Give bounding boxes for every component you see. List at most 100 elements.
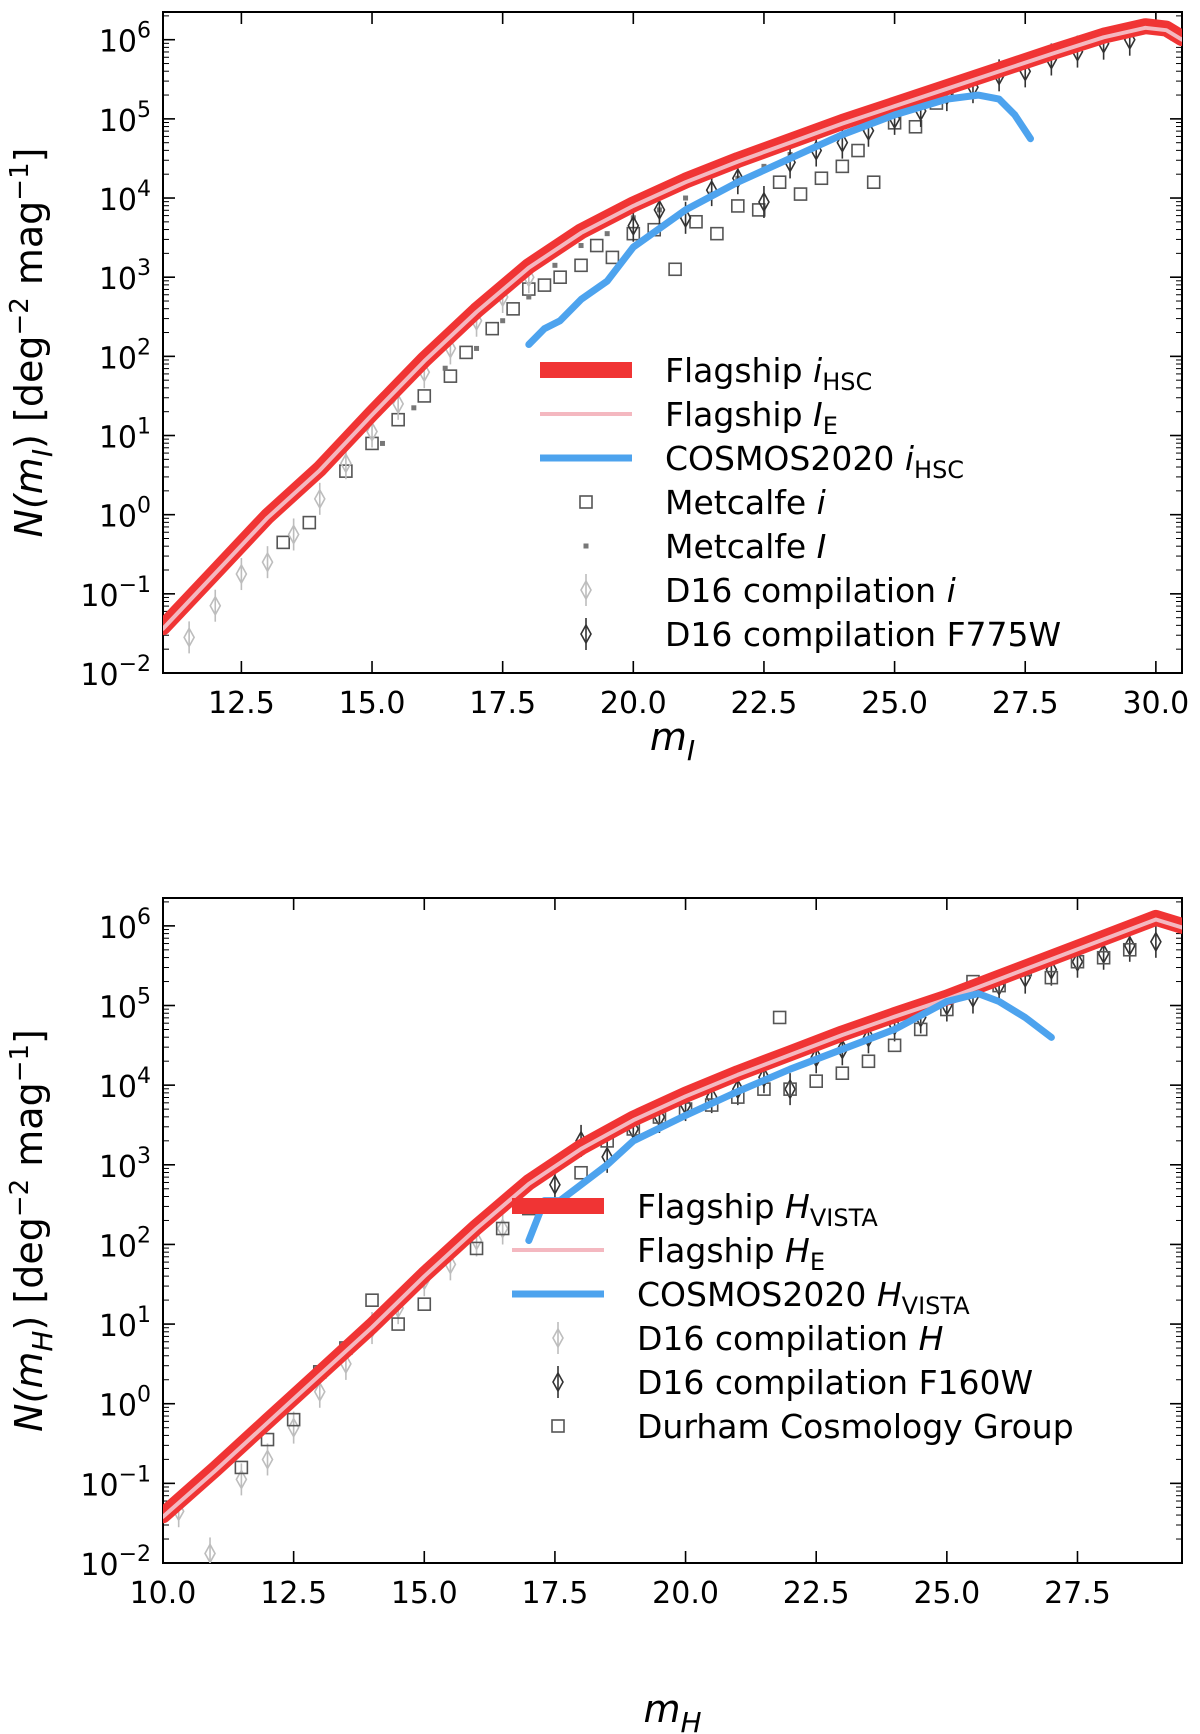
data-point <box>442 365 448 371</box>
data-point <box>1123 935 1136 957</box>
data-point <box>731 199 745 213</box>
legend-label: Flagship HVISTA <box>637 1187 878 1232</box>
data-point <box>339 452 352 474</box>
legend-marker <box>552 1327 564 1349</box>
data-point <box>411 405 417 411</box>
data-point <box>835 1066 850 1081</box>
legend-label: Flagship HE <box>637 1231 825 1276</box>
plot-frame <box>162 897 1183 1564</box>
data-point <box>653 199 666 221</box>
x-tick-label: 30.0 <box>1122 686 1189 721</box>
y-tick-label: 10−2 <box>80 652 151 693</box>
data-point <box>809 1074 824 1088</box>
x-tick-label: 27.5 <box>1044 1576 1111 1611</box>
data-point <box>783 1082 797 1096</box>
y-tick-label: 10−1 <box>80 573 151 614</box>
series-line <box>525 990 1055 1244</box>
data-point <box>683 195 689 201</box>
data-point <box>261 551 274 573</box>
data-point <box>235 563 248 585</box>
data-point <box>183 626 196 649</box>
data-point <box>1122 942 1137 957</box>
data-layer <box>163 18 1182 654</box>
y-tick-label: 102 <box>99 1223 151 1264</box>
data-point <box>793 187 808 201</box>
legend-marker <box>580 579 592 601</box>
data-point <box>913 1022 928 1037</box>
data-point <box>784 1078 796 1100</box>
legend-label: D16 compilation F775W <box>665 615 1061 654</box>
data-point <box>287 1416 300 1439</box>
x-tick-label: 12.5 <box>260 1576 327 1611</box>
data-point <box>549 1174 561 1196</box>
data-point <box>1149 931 1162 953</box>
legend-marker <box>552 1371 564 1393</box>
legend-label: D16 compilation i <box>665 571 956 610</box>
x-tick-label: 17.5 <box>469 686 536 721</box>
data-point <box>604 231 610 237</box>
data-point <box>366 420 378 443</box>
data-point <box>459 345 473 360</box>
y-tick-label: 105 <box>99 98 151 139</box>
y-tick-label: 100 <box>99 1383 151 1424</box>
legend-label: D16 compilation H <box>637 1319 943 1358</box>
data-point <box>761 163 767 169</box>
x-tick-label: 25.0 <box>913 1576 980 1611</box>
data-point <box>668 262 682 277</box>
x-tick-label: 22.5 <box>783 1576 850 1611</box>
data-point <box>627 215 640 237</box>
data-point <box>835 159 850 174</box>
x-tick-label: 17.5 <box>522 1576 589 1611</box>
data-point <box>605 250 620 265</box>
x-tick-label: 10.0 <box>130 1576 197 1611</box>
data-point <box>710 226 724 241</box>
data-point <box>861 1054 876 1069</box>
data-point <box>578 243 584 249</box>
x-tick-label: 15.0 <box>391 1576 458 1611</box>
data-point <box>485 321 500 336</box>
x-tick-label: 20.0 <box>600 686 667 721</box>
x-axis-label: mH <box>643 1687 701 1734</box>
data-point <box>379 440 385 446</box>
data-point <box>731 1078 744 1100</box>
data-point <box>286 1412 301 1427</box>
data-point <box>851 143 865 158</box>
x-tick-label: 20.0 <box>652 1576 719 1611</box>
data-point <box>772 175 787 189</box>
data-point <box>1096 950 1111 965</box>
y-tick-label: 103 <box>99 1144 151 1185</box>
data-point <box>496 1217 509 1240</box>
data-point <box>313 1381 326 1403</box>
legend-marker <box>583 543 589 549</box>
data-point <box>553 270 567 284</box>
x-axis-label: mI <box>650 715 695 767</box>
y-tick-label: 106 <box>99 19 151 60</box>
legend-label: COSMOS2020 iHSC <box>665 439 964 484</box>
x-tick-label: 25.0 <box>861 686 928 721</box>
legend-marker <box>551 1419 565 1433</box>
y-tick-label: 10−2 <box>80 1542 151 1583</box>
data-point <box>260 1432 275 1447</box>
data-point <box>589 238 604 253</box>
data-point <box>234 1460 249 1475</box>
data-point <box>772 1010 787 1025</box>
x-tick-label: 12.5 <box>208 686 275 721</box>
series-line <box>525 91 1034 348</box>
chart-panel-top: 10−2 10−1 100 101 102 103 104 105 106 12.5 15.0 17.… <box>5 11 1189 767</box>
y-tick-label: 104 <box>99 177 151 218</box>
data-point <box>866 175 881 189</box>
data-point <box>302 515 317 530</box>
data-point <box>908 119 923 134</box>
data-point <box>731 167 744 189</box>
plot-frame <box>162 11 1183 674</box>
legend-label: Metcalfe I <box>665 527 826 566</box>
data-point <box>552 262 558 268</box>
series-line <box>163 25 1182 631</box>
data-point <box>1044 970 1059 985</box>
chart-panel-bottom: 10−2 10−1 100 101 102 103 104 105 106 10.0 12.5 15.… <box>5 897 1183 1734</box>
data-point <box>814 171 829 186</box>
data-point <box>276 535 290 550</box>
data-point <box>391 1317 405 1331</box>
data-point <box>500 318 506 324</box>
data-point <box>235 1468 248 1491</box>
